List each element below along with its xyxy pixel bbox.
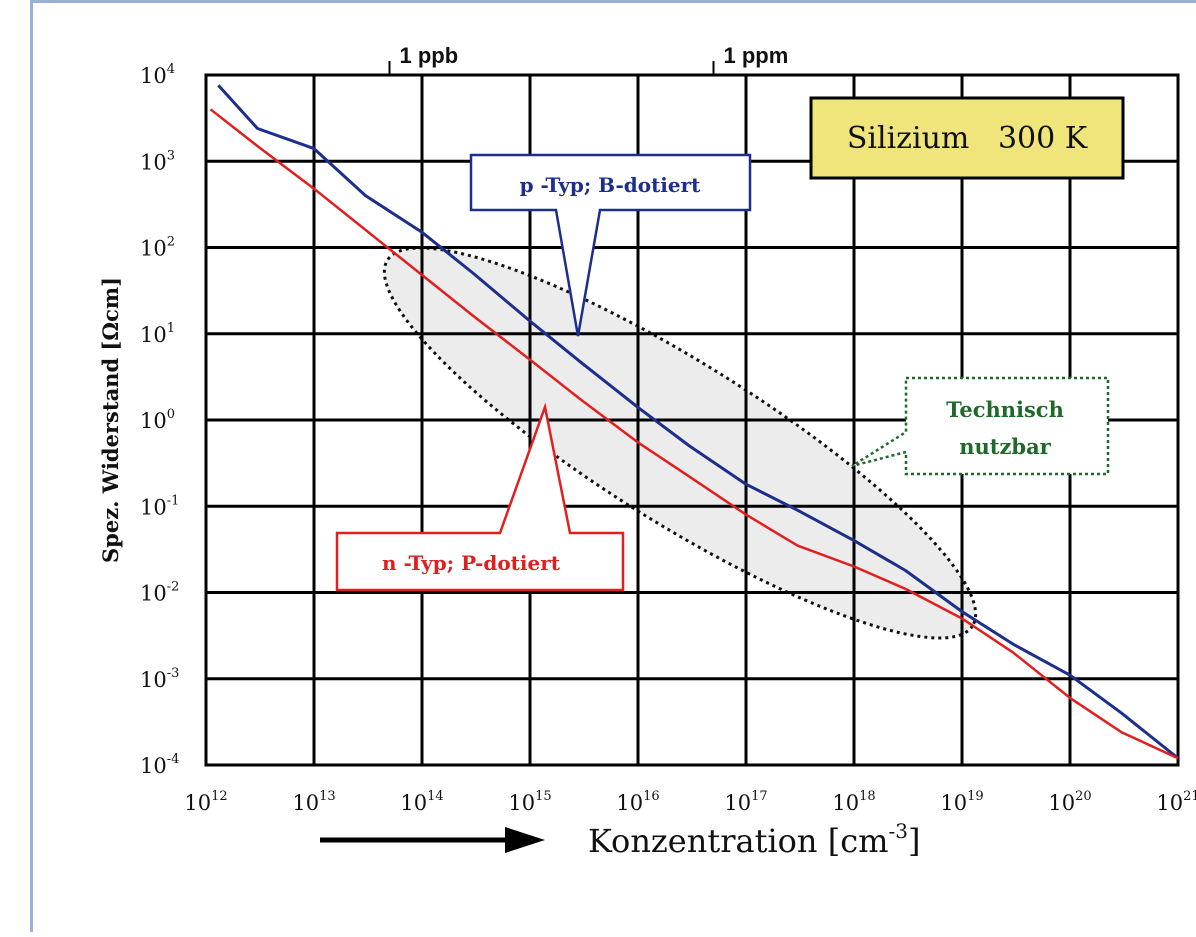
x-axis-label-close: ] (908, 822, 920, 860)
x-axis-label-exponent: -3 (888, 819, 907, 843)
region-label-line2: nutzbar (959, 434, 1051, 459)
x-tick-label: 1014 (400, 789, 443, 815)
p-type-callout-shape (469, 153, 752, 337)
x-tick-label: 1016 (616, 789, 659, 815)
series-layer (209, 84, 1179, 760)
frame-border-top (30, 0, 1196, 3)
title-box-bg (809, 96, 1125, 180)
chart-title: Silizium 300 K (847, 121, 1088, 156)
y-tick-label: 10-1 (140, 493, 179, 519)
p-type-label: p -Typ; B-dotiert (520, 173, 702, 197)
x-tick-label: 1013 (292, 789, 335, 815)
x-tick-label: 1021 (1156, 789, 1196, 815)
title-box: Silizium 300 K (809, 96, 1125, 180)
y-tick-label: 104 (140, 62, 175, 88)
y-tick-label: 102 (140, 235, 175, 261)
top-tick-label: 1 ppb (399, 43, 458, 68)
series-line-p-type (217, 84, 1179, 760)
x-tick-label: 1017 (724, 789, 767, 815)
x-axis-label: Konzentration [cm-3] (588, 819, 920, 860)
x-tick-label: 1018 (832, 789, 875, 815)
y-tick-label: 101 (140, 321, 175, 347)
x-axis-arrow (320, 827, 545, 853)
region-callout-shape (851, 376, 1110, 476)
plot-frame (204, 73, 1180, 767)
y-tick-label: 100 (140, 407, 175, 433)
x-tick-labels: 1012 1013 1014 1015 1016 1017 1018 1019 1020 1021 (184, 789, 1196, 815)
region-label-line1: Technisch (946, 397, 1064, 422)
series-line-n-type (209, 108, 1179, 760)
frame-border-left (30, 0, 33, 932)
y-tick-label: 10-2 (140, 580, 179, 606)
x-tick-label: 1012 (184, 789, 227, 815)
top-tick-marks: 1 ppb 1 ppm (388, 43, 788, 75)
n-type-callout-shape (335, 402, 625, 592)
x-tick-label: 1015 (508, 789, 551, 815)
y-tick-labels: 10-4 10-3 10-2 10-1 100 101 102 103 104 (140, 62, 179, 778)
p-type-callout: p -Typ; B-dotiert (469, 153, 752, 337)
top-tick-label: 1 ppm (723, 43, 788, 68)
n-type-label: n -Typ; P-dotiert (382, 551, 561, 575)
x-tick-label: 1019 (940, 789, 983, 815)
y-tick-label: 103 (140, 148, 175, 174)
x-axis-label-main: Konzentration [cm (588, 822, 888, 860)
n-type-callout: n -Typ; P-dotiert (335, 402, 625, 592)
x-tick-label: 1020 (1048, 789, 1091, 815)
y-tick-label: 10-4 (140, 752, 179, 778)
y-axis-label: Spez. Widerstand [Ωcm] (98, 277, 123, 563)
y-tick-label: 10-3 (140, 666, 179, 692)
region-callout: Technisch nutzbar (851, 376, 1110, 476)
